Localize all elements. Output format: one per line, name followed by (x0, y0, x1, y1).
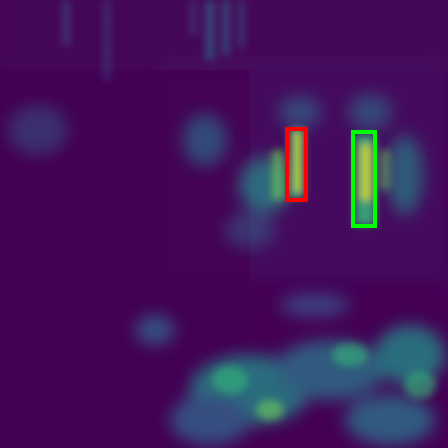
red-bounding-box (285, 127, 308, 202)
green-bounding-box (351, 130, 377, 228)
